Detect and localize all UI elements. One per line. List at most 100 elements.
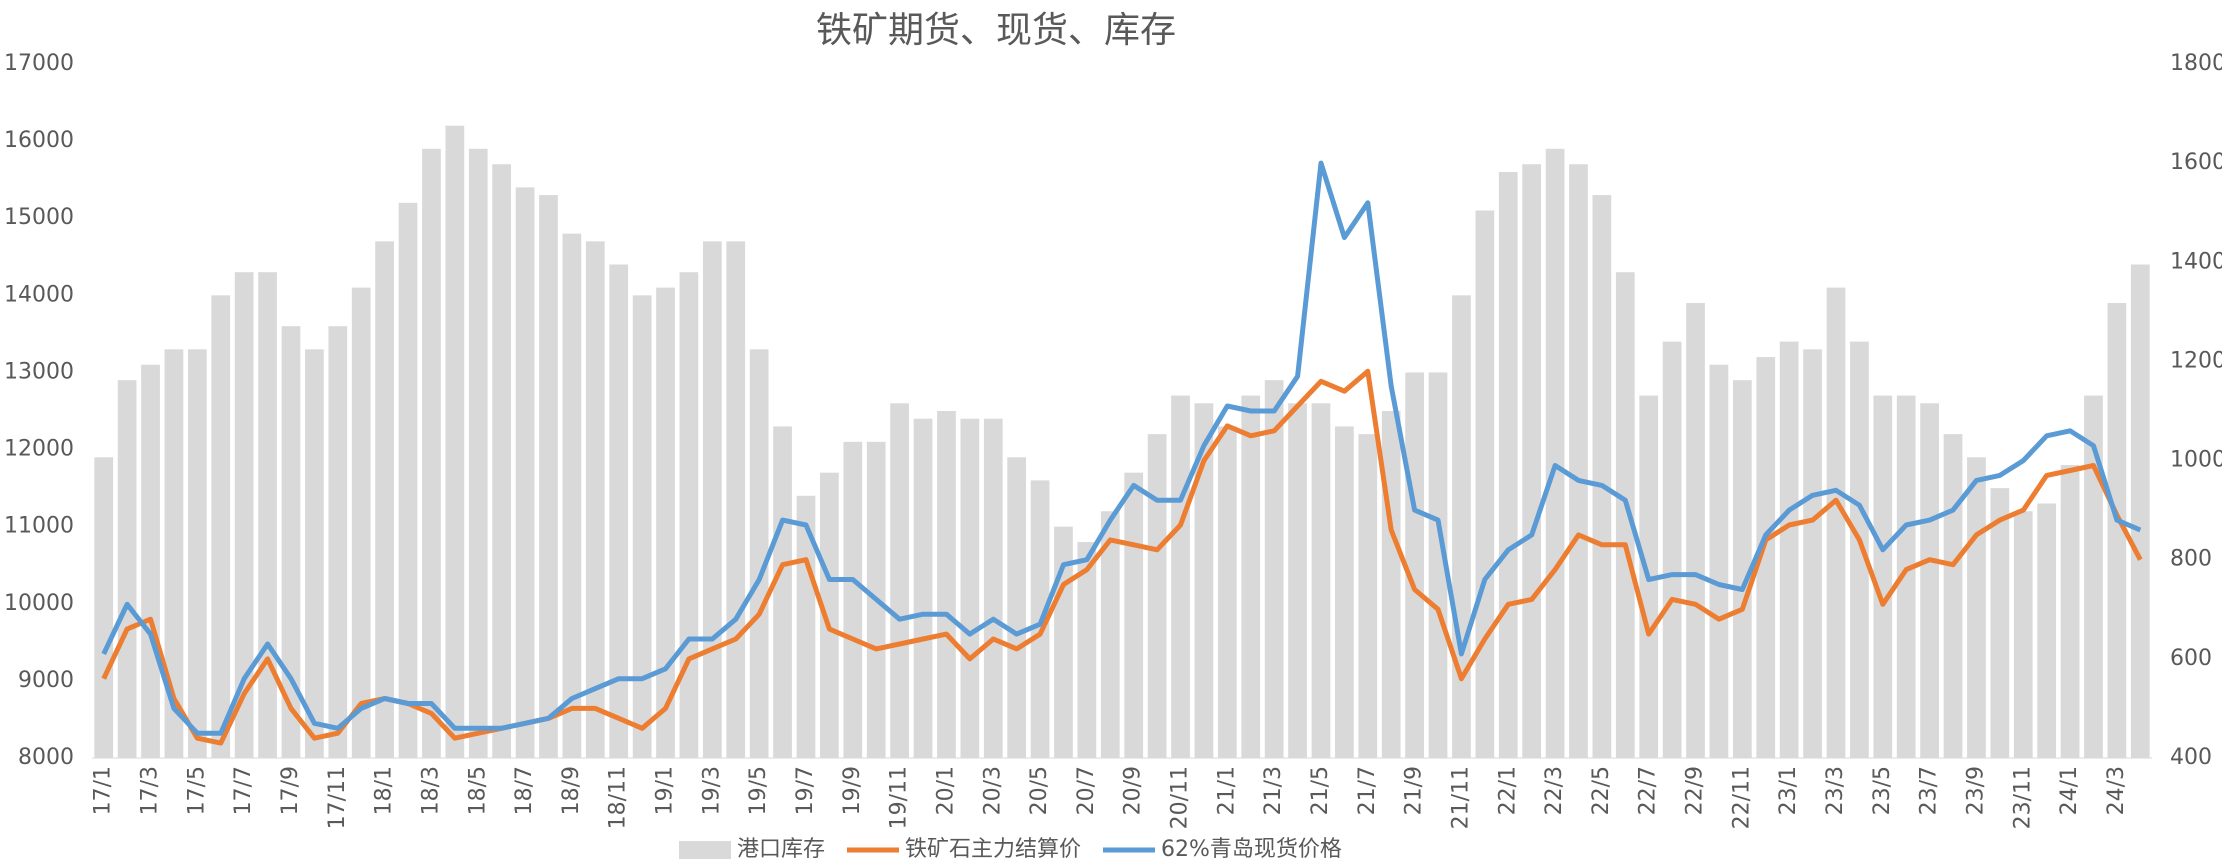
bar xyxy=(1498,171,1518,758)
x-tick-label: 18/11 xyxy=(606,766,631,829)
bar xyxy=(94,457,114,758)
y-tick-label: 11000 xyxy=(4,514,74,539)
y2-tick-label: 1400 xyxy=(2170,249,2222,274)
x-tick-label: 20/5 xyxy=(1027,766,1052,815)
bar xyxy=(305,349,324,758)
x-tick-label: 21/3 xyxy=(1261,766,1286,815)
bar xyxy=(585,241,605,758)
x-tick-label: 22/9 xyxy=(1683,766,1708,815)
bar xyxy=(1943,434,1963,758)
y-tick-label: 10000 xyxy=(4,591,74,616)
bar xyxy=(890,403,909,758)
bar xyxy=(1335,426,1354,758)
y-tick-label: 12000 xyxy=(4,437,74,462)
bar xyxy=(1381,411,1401,758)
bar xyxy=(1452,295,1471,758)
bar xyxy=(1007,457,1027,758)
x-tick-label: 24/3 xyxy=(2104,766,2129,815)
x-tick-label: 21/11 xyxy=(1448,766,1473,829)
x-tick-label: 19/11 xyxy=(887,766,912,829)
x-tick-label: 18/1 xyxy=(372,766,397,815)
bar xyxy=(1522,164,1542,758)
bar xyxy=(1592,195,1612,759)
bar xyxy=(913,418,933,758)
bar xyxy=(515,187,535,758)
bar xyxy=(492,164,512,758)
x-tick-label: 21/5 xyxy=(1308,766,1333,815)
bar xyxy=(702,241,722,758)
x-tick-label: 17/1 xyxy=(91,766,116,815)
bar xyxy=(609,264,629,758)
bar xyxy=(2130,264,2150,758)
bar xyxy=(1124,472,1144,758)
bar xyxy=(983,418,1003,758)
bar xyxy=(1147,434,1167,758)
x-tick-label: 17/11 xyxy=(325,766,350,829)
y2-tick-label: 1600 xyxy=(2170,150,2222,175)
bar xyxy=(1756,357,1776,758)
x-tick-label: 19/3 xyxy=(699,766,724,815)
x-tick-label: 18/5 xyxy=(465,766,490,815)
bar xyxy=(1475,210,1495,758)
x-tick-label: 20/11 xyxy=(1168,766,1193,829)
bar xyxy=(1732,380,1752,758)
bar xyxy=(1077,542,1097,758)
x-tick-label: 20/9 xyxy=(1121,766,1146,815)
bar xyxy=(1545,148,1565,759)
bar xyxy=(234,272,254,758)
bar xyxy=(141,364,160,758)
bar xyxy=(1615,272,1635,758)
bar xyxy=(398,202,418,759)
bar xyxy=(375,241,394,758)
bar xyxy=(211,295,231,758)
bar xyxy=(1569,164,1588,758)
bar xyxy=(2060,464,2080,758)
bar xyxy=(1873,395,1893,758)
y2-tick-label: 400 xyxy=(2170,745,2212,770)
bar xyxy=(820,472,839,758)
x-tick-label: 23/1 xyxy=(1776,766,1801,815)
bar xyxy=(1686,303,1705,758)
bar xyxy=(445,125,465,758)
bar xyxy=(1850,341,1869,758)
bar xyxy=(281,326,301,758)
bar xyxy=(632,295,652,758)
bar xyxy=(1288,403,1307,758)
x-tick-label: 22/11 xyxy=(1729,766,1754,829)
bar xyxy=(1194,403,1214,758)
bar xyxy=(468,148,488,759)
y2-tick-label: 1200 xyxy=(2170,348,2222,373)
x-tick-label: 23/9 xyxy=(1963,766,1988,815)
line xyxy=(101,368,2143,746)
x-tick-label: 22/3 xyxy=(1542,766,1567,815)
x-tick-label: 20/1 xyxy=(933,766,958,815)
legend-swatch xyxy=(679,841,731,859)
bar xyxy=(679,272,699,758)
x-tick-label: 19/1 xyxy=(653,766,678,815)
legend-label: 港口库存 xyxy=(737,837,825,862)
bar xyxy=(1264,380,1284,758)
bar xyxy=(1779,341,1799,758)
bar xyxy=(1826,287,1846,758)
bar xyxy=(1990,488,2010,758)
y-tick-label: 8000 xyxy=(18,745,74,770)
bar xyxy=(843,441,863,758)
y-tick-label: 13000 xyxy=(4,359,74,384)
bar xyxy=(1967,457,1986,758)
bar xyxy=(1054,526,1073,758)
x-tick-label: 19/7 xyxy=(793,766,818,815)
x-tick-label: 18/3 xyxy=(418,766,443,815)
x-tick-label: 20/7 xyxy=(1074,766,1099,815)
bar xyxy=(2084,395,2103,758)
x-tick-label: 23/11 xyxy=(2010,766,2035,829)
bar xyxy=(1100,511,1120,758)
bar xyxy=(1311,403,1331,758)
bar xyxy=(1241,395,1261,758)
x-tick-label: 23/5 xyxy=(1870,766,1895,815)
legend-label: 铁矿石主力结算价 xyxy=(905,837,1081,862)
y-tick-label: 17000 xyxy=(4,51,74,76)
x-tick-label: 18/7 xyxy=(512,766,537,815)
x-tick-label: 23/7 xyxy=(1917,766,1942,815)
bar xyxy=(960,418,980,758)
